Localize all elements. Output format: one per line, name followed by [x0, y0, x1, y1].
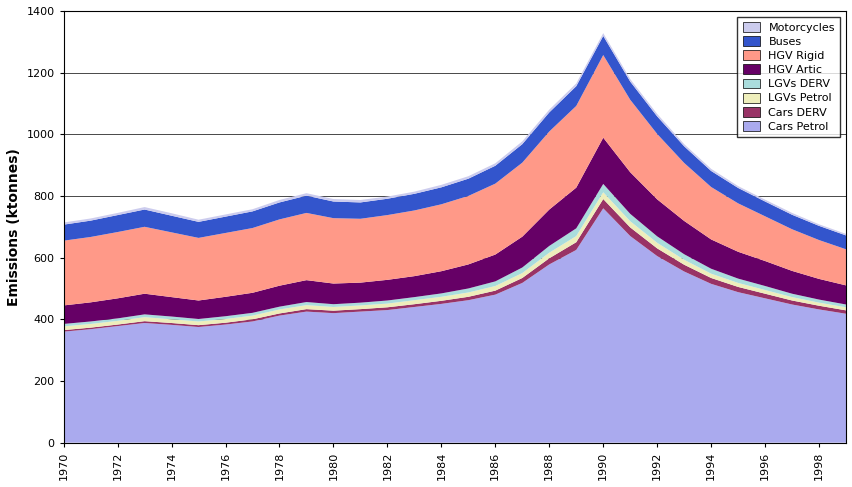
Legend: Motorcycles, Buses, HGV Rigid, HGV Artic, LGVs DERV, LGVs Petrol, Cars DERV, Car: Motorcycles, Buses, HGV Rigid, HGV Artic…: [736, 17, 839, 137]
Y-axis label: Emissions (ktonnes): Emissions (ktonnes): [7, 148, 21, 306]
